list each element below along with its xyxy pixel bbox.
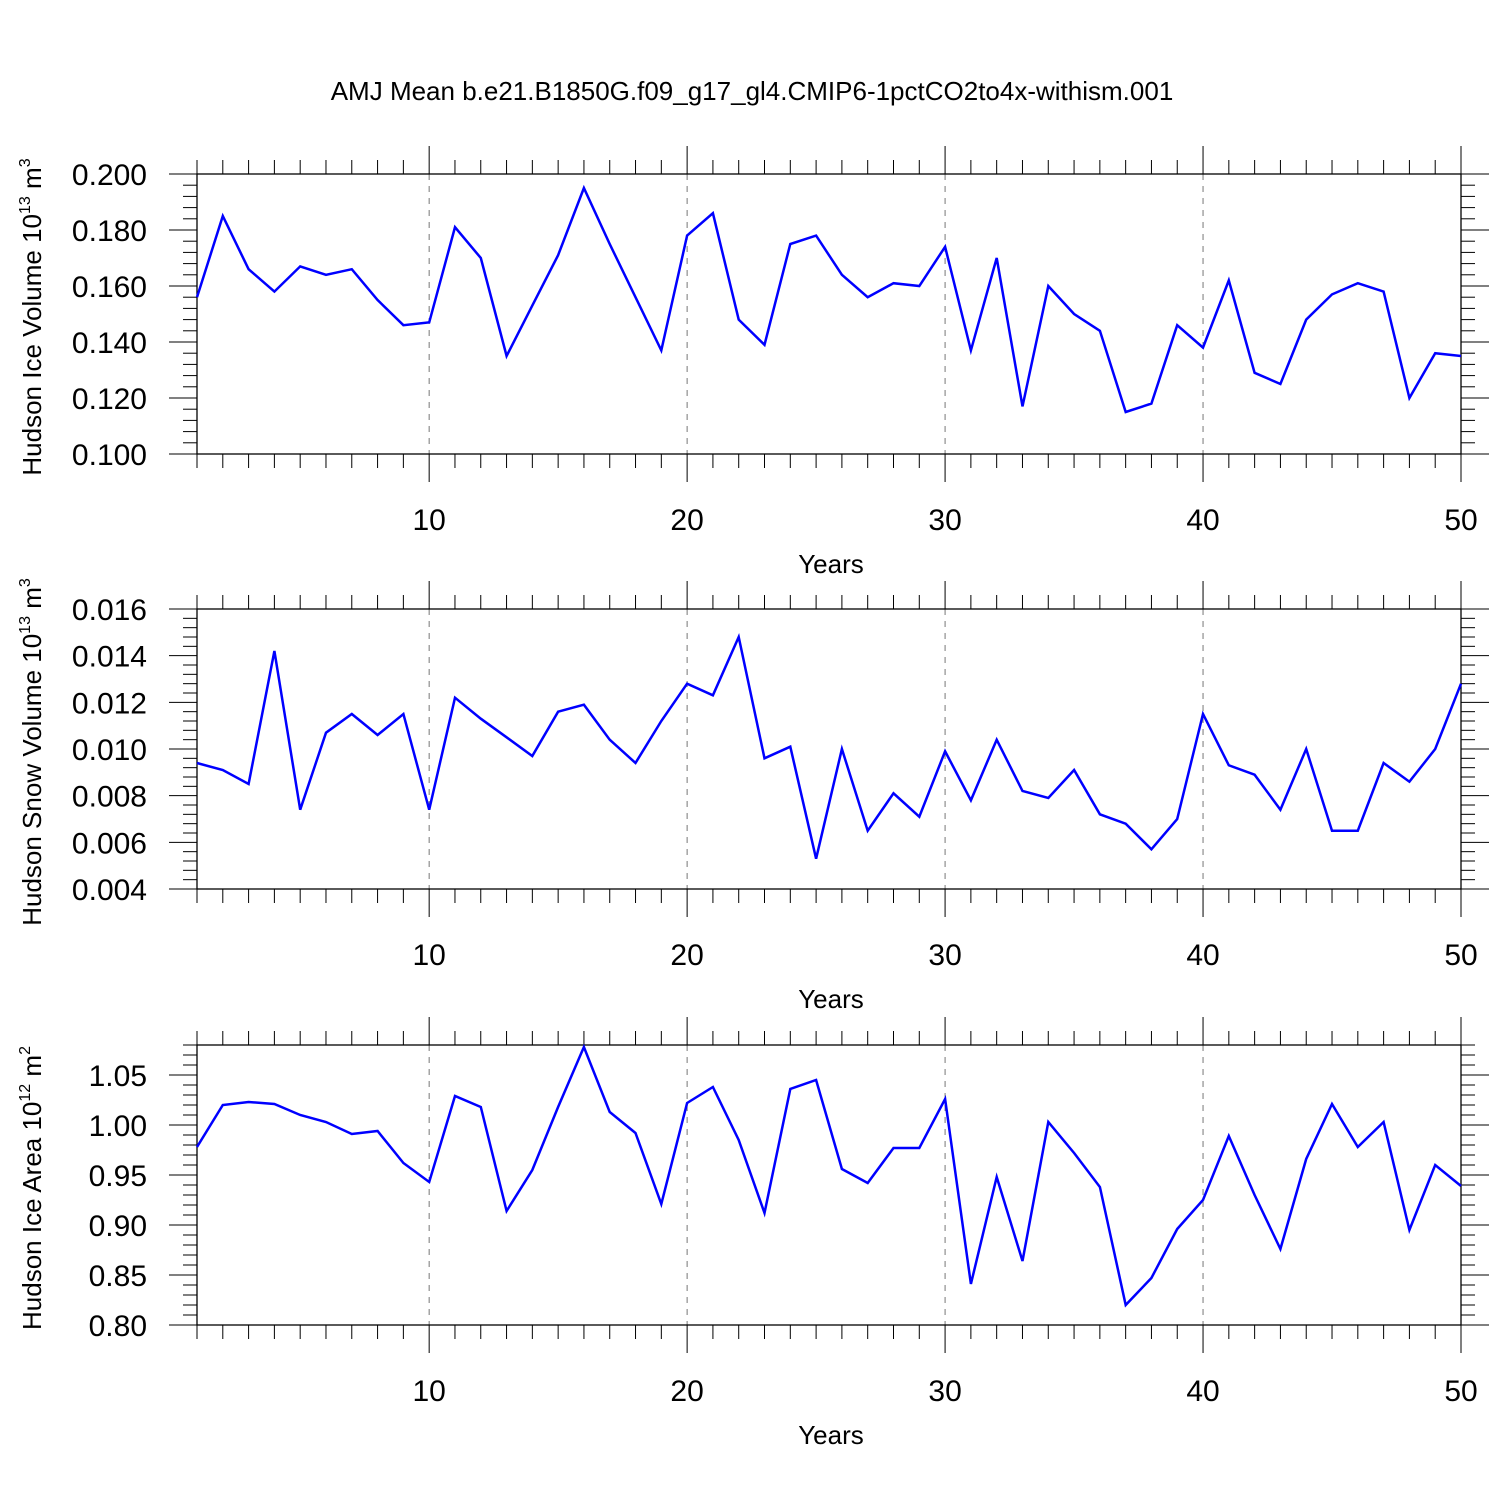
panel-ice-volume: 10 20 30 40 50 0.100 0.120 0.140 0.160 0.180 0.200…	[17, 146, 1489, 579]
x-tick-label: 30	[928, 1375, 961, 1408]
x-tick-label: 20	[670, 1375, 703, 1408]
y-tick-label: 0.014	[72, 641, 147, 674]
x-tick-label: 50	[1444, 504, 1477, 537]
y-axis-label: Hudson Ice Area 1012 m2	[17, 1046, 47, 1330]
y-tick-label: 0.006	[72, 827, 147, 860]
x-tick-label: 10	[412, 504, 445, 537]
x-tick-label: 50	[1444, 1375, 1477, 1408]
y-tick-label: 0.010	[72, 734, 147, 767]
x-tick-label: 20	[670, 504, 703, 537]
chart-title: AMJ Mean b.e21.B1850G.f09_g17_gl4.CMIP6-…	[331, 76, 1174, 106]
y-tick-label: 0.85	[89, 1260, 147, 1293]
y-tick-label: 0.95	[89, 1160, 147, 1193]
series-line	[195, 1043, 1462, 1308]
y-tick-label: 0.012	[72, 687, 147, 720]
x-tick-label: 30	[928, 504, 961, 537]
x-axis-label: Years	[798, 549, 864, 579]
y-tick-label: 0.016	[72, 594, 147, 627]
x-tick-label: 10	[412, 939, 445, 972]
y-tick-label: 1.05	[89, 1060, 147, 1093]
x-tick-label: 30	[928, 939, 961, 972]
plot-frame	[196, 1044, 1462, 1326]
x-tick-label: 40	[1186, 939, 1219, 972]
plot-frame	[196, 173, 1462, 455]
y-tick-label: 0.80	[89, 1310, 147, 1343]
series-line	[195, 184, 1462, 414]
panels: 10 20 30 40 50 0.100 0.120 0.140 0.160 0.180 0.200…	[17, 146, 1489, 1450]
x-tick-label: 40	[1186, 1375, 1219, 1408]
x-tick-label: 50	[1444, 939, 1477, 972]
y-tick-label: 1.00	[89, 1110, 147, 1143]
x-axis-label: Years	[798, 984, 864, 1014]
panel-ice-area: 10 20 30 40 50 0.80 0.85 0.90 0.95 1.00 1.05 Years H…	[17, 1017, 1489, 1450]
y-tick-label: 0.160	[72, 271, 147, 304]
x-tick-label: 10	[412, 1375, 445, 1408]
series-line	[196, 632, 1463, 859]
x-tick-label: 40	[1186, 504, 1219, 537]
y-tick-label: 0.140	[72, 327, 147, 360]
plot-frame	[196, 608, 1462, 890]
x-axis-label: Years	[798, 1420, 864, 1450]
y-tick-label: 0.200	[72, 159, 147, 192]
y-tick-label: 0.180	[72, 215, 147, 248]
y-axis-label: Hudson Snow Volume 1013 m3	[17, 578, 47, 926]
panel-snow-volume: 10 20 30 40 50 0.004 0.006 0.008 0.010 0.012 0.014…	[17, 578, 1489, 1014]
x-tick-label: 20	[670, 939, 703, 972]
y-tick-label: 0.100	[72, 439, 147, 472]
y-axis-label: Hudson Ice Volume 1013 m3	[17, 158, 47, 475]
y-tick-label: 0.008	[72, 781, 147, 814]
y-tick-label: 0.90	[89, 1210, 147, 1243]
y-tick-label: 0.120	[72, 383, 147, 416]
y-tick-label: 0.004	[72, 874, 147, 907]
